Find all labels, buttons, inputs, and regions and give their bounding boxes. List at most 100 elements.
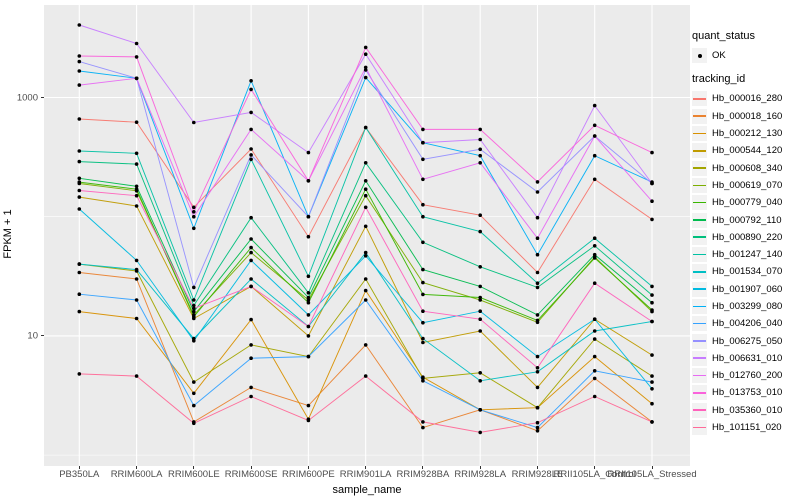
legend-key-line-icon — [693, 340, 706, 342]
legend-key-line-icon — [693, 167, 706, 169]
data-point — [535, 215, 540, 220]
data-point — [134, 316, 139, 321]
data-point — [134, 76, 139, 81]
data-point — [77, 83, 82, 87]
legend-label: Hb_003299_080 — [712, 301, 783, 312]
data-point — [249, 343, 253, 347]
data-point — [363, 45, 368, 50]
data-point — [363, 179, 368, 183]
data-point — [363, 125, 368, 130]
data-point — [650, 199, 654, 203]
data-point — [134, 41, 139, 46]
x-tick-mark — [651, 466, 653, 469]
legend-item: Hb_004206_040 — [692, 315, 798, 332]
legend-key — [692, 195, 707, 211]
data-point — [363, 343, 368, 347]
data-point — [249, 317, 253, 322]
legend-label: Hb_000016_280 — [712, 93, 783, 105]
legend-key — [692, 385, 707, 401]
x-tick-label: RRIM928BA — [396, 469, 450, 480]
data-point — [306, 214, 311, 219]
data-point — [249, 127, 253, 132]
data-point — [363, 224, 368, 229]
data-point — [363, 187, 368, 191]
data-point — [249, 147, 253, 151]
data-point — [478, 379, 483, 383]
data-point — [192, 120, 196, 125]
legend-label: Hb_000779_040 — [712, 197, 783, 209]
data-point — [592, 123, 597, 128]
legend-label: Hb_000544_120 — [712, 145, 783, 157]
data-point — [134, 204, 139, 208]
data-point — [535, 180, 540, 184]
data-point — [77, 180, 82, 184]
x-tick-label: RRII105LA_Stressed — [607, 469, 697, 480]
x-tick-mark — [136, 466, 138, 469]
data-point — [249, 356, 253, 361]
data-point — [306, 274, 311, 279]
data-point — [192, 339, 196, 343]
legend-label: Hb_000619_070 — [712, 179, 783, 191]
legend-key-line-icon — [693, 305, 706, 308]
legend: quant_status OK tracking_id Hb_000016_28… — [692, 30, 798, 436]
legend-block-quant-status: quant_status OK — [692, 30, 798, 64]
data-point — [535, 236, 540, 240]
data-point — [363, 68, 368, 72]
legend-item: Hb_000212_130 — [692, 125, 798, 142]
data-point — [134, 184, 139, 189]
legend-label: Hb_004206_040 — [712, 318, 783, 330]
data-point — [306, 354, 311, 359]
legend-title-quant-status: quant_status — [692, 30, 755, 42]
data-point — [363, 193, 368, 198]
data-point — [249, 157, 253, 162]
legend-label: Hb_000792_110 — [712, 214, 782, 226]
data-point — [192, 226, 196, 231]
data-point — [249, 237, 253, 241]
data-point — [77, 309, 82, 314]
legend-item: Hb_001534_070 — [692, 263, 798, 280]
legend-key-line-icon — [693, 201, 706, 204]
legend-label: Hb_000018_160 — [712, 110, 783, 122]
data-point — [535, 313, 540, 317]
data-point — [306, 300, 311, 305]
legend-key-line-icon — [693, 271, 706, 273]
data-point — [77, 207, 82, 211]
data-point — [478, 137, 483, 142]
data-point — [592, 177, 597, 182]
x-axis-title: sample_name — [332, 484, 402, 496]
data-point — [306, 291, 311, 295]
legend-key-line-icon — [693, 409, 706, 411]
data-point — [77, 270, 82, 275]
data-point — [478, 229, 483, 234]
legend-key-line-icon — [693, 98, 706, 100]
data-point — [478, 408, 483, 412]
data-point — [535, 281, 540, 286]
x-tick-mark — [250, 466, 252, 469]
x-tick-label: RRIM901LA — [339, 469, 392, 480]
data-point — [650, 319, 654, 324]
data-point — [134, 55, 139, 59]
data-point — [478, 371, 483, 375]
legend-key-line-icon — [693, 426, 706, 429]
data-point — [592, 317, 597, 322]
data-point — [478, 265, 483, 269]
data-point — [478, 147, 483, 152]
legend-key-line-icon — [693, 184, 706, 187]
data-point — [249, 277, 253, 281]
data-point — [249, 250, 253, 255]
data-point — [363, 161, 368, 165]
legend-key-line-icon — [693, 374, 706, 377]
legend-item: Hb_006631_010 — [692, 350, 798, 367]
data-point — [249, 215, 253, 220]
legend-key-line-icon — [693, 288, 706, 290]
data-point — [592, 394, 597, 399]
x-tick-mark — [479, 466, 481, 469]
data-point — [535, 429, 540, 433]
data-point — [77, 176, 82, 181]
legend-key-line-icon — [693, 253, 706, 256]
data-point — [134, 187, 139, 191]
legend-item: Hb_000608_340 — [692, 159, 798, 176]
x-tick-mark — [307, 466, 309, 469]
data-point — [249, 245, 253, 250]
data-point — [650, 300, 654, 305]
